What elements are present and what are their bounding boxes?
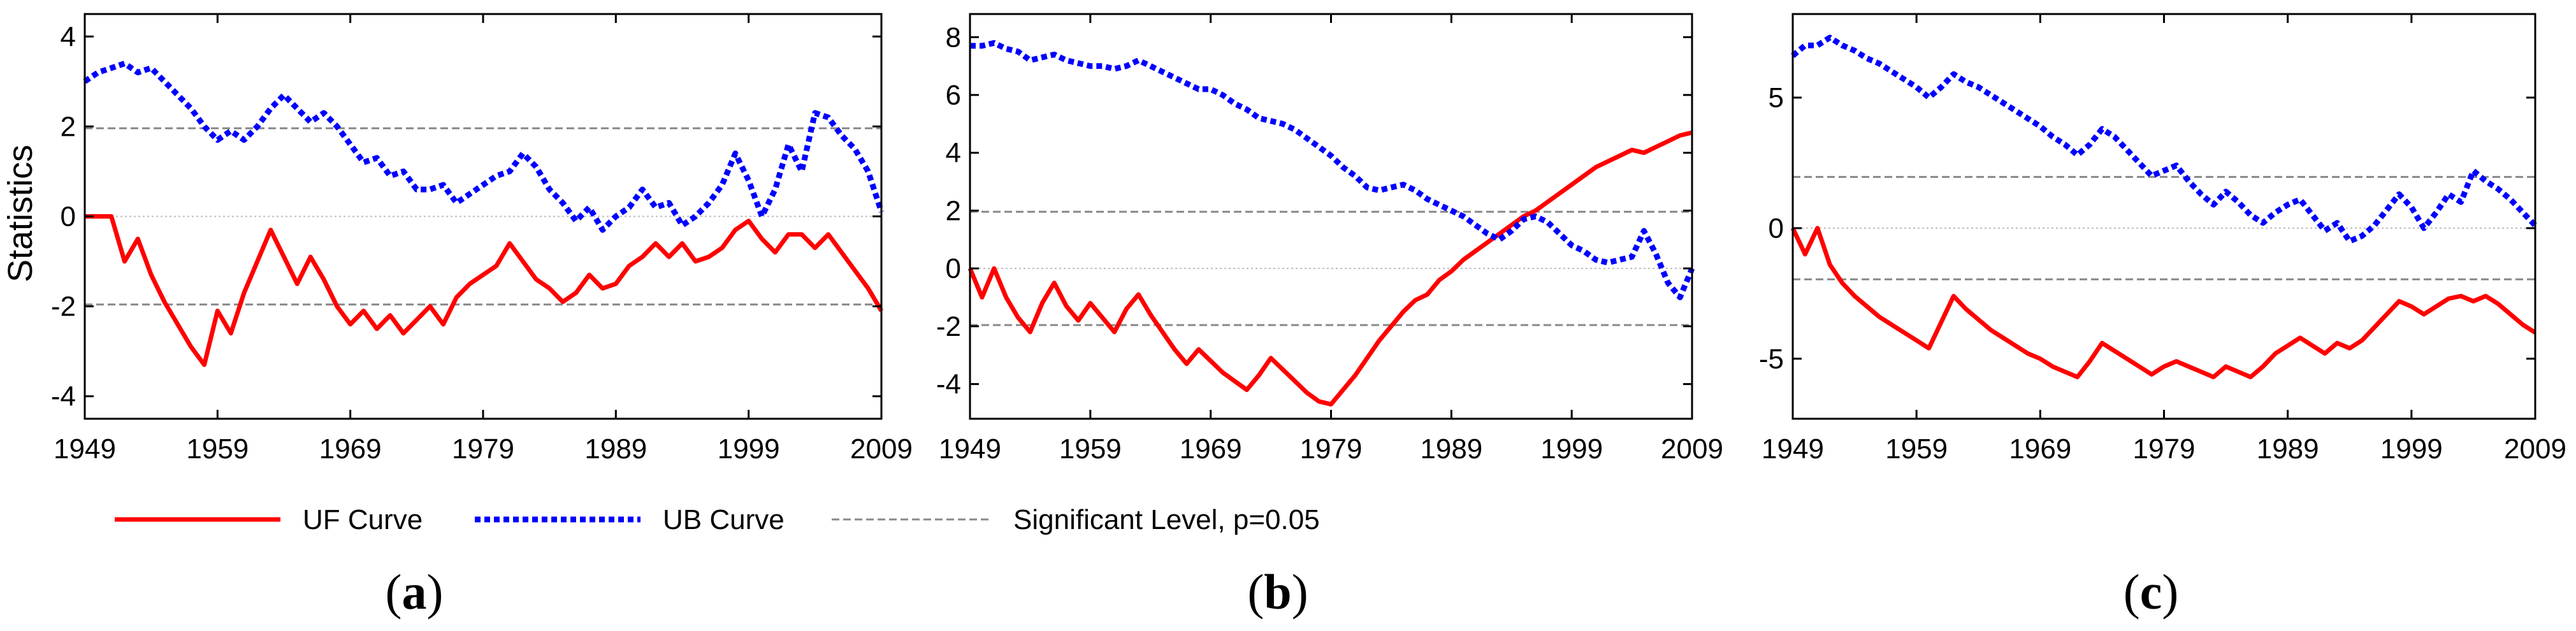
x-tick-label: 1999 [718,433,780,465]
x-tick-label: 2009 [850,433,913,465]
y-tick-label: 2 [61,111,76,142]
x-tick-label: 1969 [2009,433,2071,465]
x-tick-label: 1979 [1300,433,1363,465]
panel-label: (b) [1247,564,1308,620]
y-tick-label: -5 [1759,344,1784,375]
x-tick-label: 1979 [452,433,514,465]
x-tick-label: 1969 [319,433,382,465]
x-tick-label: 1989 [584,433,647,465]
panel-label: (a) [386,564,444,620]
ub-curve-line [1791,34,2538,244]
y-tick-label: -2 [936,311,961,342]
x-tick-label: 1959 [1059,433,1122,465]
x-tick-label: 1959 [186,433,249,465]
panel-c: 1949 1959 1969 1979 1989 1999 2009 5 0 -5 (c) [1759,13,2566,620]
panel-b: 1949 1959 1969 1979 1989 1999 2009 8 6 4 2 0 -2 -4 (b) [936,13,1723,620]
y-tick-label: -4 [51,381,76,412]
y-tick-label: 0 [1769,213,1784,244]
legend-ub-label: UB Curve [663,504,785,535]
x-tick-label: 1989 [2257,433,2319,465]
y-tick-label: 4 [61,21,76,52]
x-tick-label: 1999 [1540,433,1603,465]
y-tick-label: 2 [946,195,961,226]
uf-curve-line [967,130,1693,407]
legend: UF Curve UB Curve Significant Level, p=0… [115,504,1320,535]
x-tick-label: 1989 [1420,433,1482,465]
x-tick-label: 1979 [2133,433,2196,465]
plot-frame [969,13,1693,420]
x-tick-label: 1949 [1762,433,1824,465]
x-tick-label: 1949 [939,433,1001,465]
y-tick-label: -4 [936,369,961,400]
y-tick-label: 4 [946,138,961,169]
y-tick-label: -2 [51,291,76,323]
x-tick-label: 1959 [1885,433,1948,465]
y-tick-label: 0 [946,253,961,284]
uf-curve-line [85,214,884,367]
y-tick-label: 8 [946,22,961,53]
uf-curve-line [1790,226,2536,379]
y-tick-label: 6 [946,80,961,111]
legend-sig-label: Significant Level, p=0.05 [1013,504,1320,535]
y-tick-label: 5 [1769,82,1784,113]
x-tick-label: 1949 [54,433,116,465]
x-tick-label: 2009 [2504,433,2566,465]
x-tick-label: 1969 [1180,433,1242,465]
x-tick-label: 1999 [2380,433,2443,465]
ub-curve-line [970,40,1695,300]
panel-label: (c) [2124,564,2179,620]
ub-curve-line [83,61,885,233]
legend-uf-label: UF Curve [303,504,423,535]
y-tick-label: 0 [61,201,76,233]
plot-frame [1791,13,2536,420]
y-axis-title: Statistics [1,145,40,282]
panel-a: 1949 1959 1969 1979 1989 1999 2009 4 2 0 -2 -4 (a) [51,13,913,620]
x-tick-label: 2009 [1661,433,1723,465]
